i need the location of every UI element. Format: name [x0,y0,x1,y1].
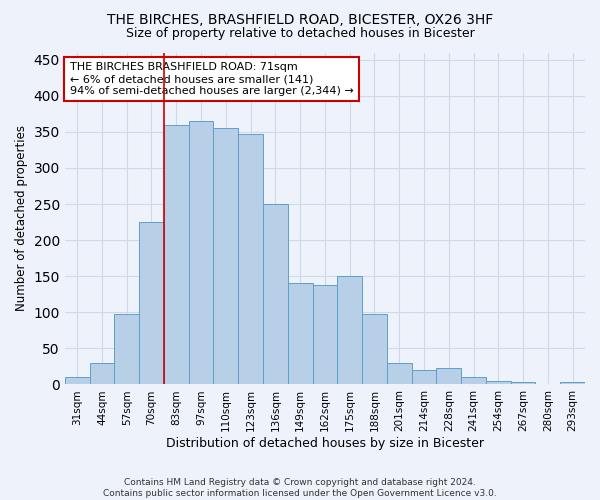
Bar [436,368,461,384]
Y-axis label: Number of detached properties: Number of detached properties [15,126,28,312]
Bar [486,381,511,384]
Bar [511,382,535,384]
Bar [89,363,115,384]
Bar [214,128,238,384]
Bar [164,124,188,384]
Bar [337,276,362,384]
Bar [387,363,412,384]
Bar [65,377,89,384]
Bar [115,314,139,384]
Text: THE BIRCHES BRASHFIELD ROAD: 71sqm
← 6% of detached houses are smaller (141)
94%: THE BIRCHES BRASHFIELD ROAD: 71sqm ← 6% … [70,62,354,96]
X-axis label: Distribution of detached houses by size in Bicester: Distribution of detached houses by size … [166,437,484,450]
Bar [188,121,214,384]
Bar [313,285,337,384]
Bar [139,222,164,384]
Bar [560,382,585,384]
Text: THE BIRCHES, BRASHFIELD ROAD, BICESTER, OX26 3HF: THE BIRCHES, BRASHFIELD ROAD, BICESTER, … [107,12,493,26]
Text: Size of property relative to detached houses in Bicester: Size of property relative to detached ho… [125,28,475,40]
Bar [362,314,387,384]
Bar [412,370,436,384]
Bar [461,376,486,384]
Bar [288,284,313,384]
Bar [238,134,263,384]
Text: Contains HM Land Registry data © Crown copyright and database right 2024.
Contai: Contains HM Land Registry data © Crown c… [103,478,497,498]
Bar [263,204,288,384]
